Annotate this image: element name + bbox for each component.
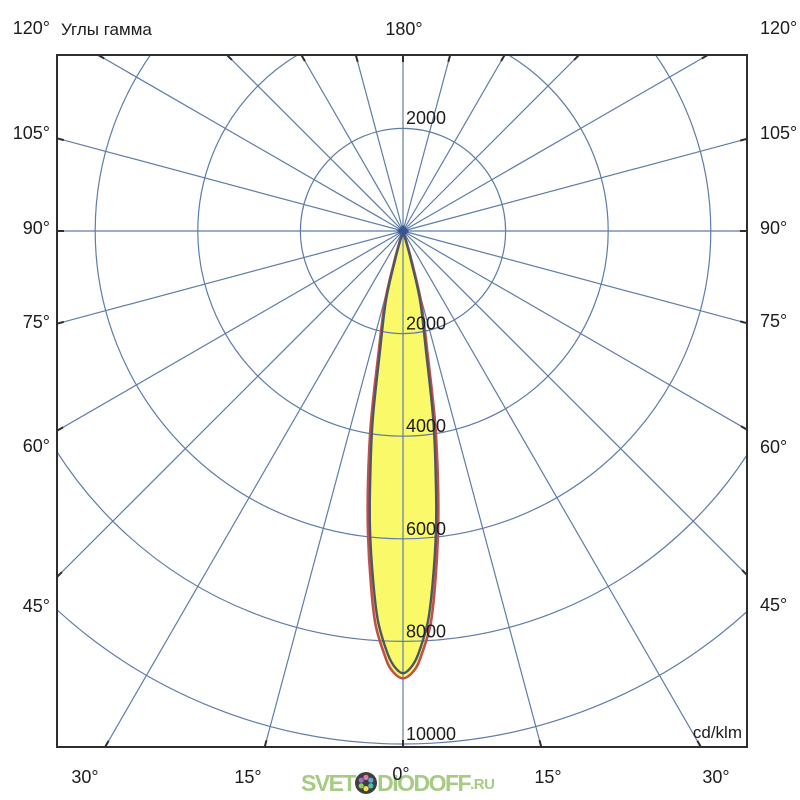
ray-tick (739, 137, 748, 142)
center-marker (397, 225, 409, 237)
gamma-label-left: 60° (23, 436, 50, 456)
ray-tick (56, 320, 65, 325)
watermark-text-right: DIODOFF (377, 770, 472, 796)
gamma-ray (57, 230, 404, 325)
gamma-ray (402, 55, 709, 232)
ray-tick (56, 137, 65, 142)
gamma-ray (97, 55, 404, 232)
ray-tick (56, 571, 63, 578)
gamma-label-bottom: 15° (534, 767, 561, 787)
ray-tick (500, 54, 506, 62)
gamma-label-left: 105° (13, 123, 50, 143)
ray-tick (354, 54, 359, 63)
ray-tick (696, 740, 702, 748)
radial-tick-label: 6000 (406, 519, 446, 539)
gamma-ray (104, 230, 404, 747)
ray-tick (300, 54, 306, 62)
ray-tick (56, 426, 64, 432)
ray-tick (701, 54, 709, 60)
logo-dot (368, 783, 374, 789)
gamma-ray (402, 55, 580, 232)
watermark-text-left: SVET (301, 770, 357, 796)
gamma-label-left: 45° (23, 596, 50, 616)
gamma-ray (402, 138, 747, 232)
logo-dot (363, 774, 369, 780)
watermark-domain-suffix: .RU (470, 776, 495, 793)
ray-tick (104, 740, 110, 748)
logo-dot (358, 783, 364, 789)
gamma-label-right: 105° (760, 123, 797, 143)
gamma-label-right: 120° (760, 18, 797, 38)
logo-dot (358, 777, 364, 783)
gamma-ray (57, 137, 404, 232)
ray-tick (538, 739, 543, 748)
gamma-label-bottom: 30° (71, 767, 98, 787)
border-ticks (56, 54, 748, 748)
led-logo-icon (355, 772, 378, 794)
ray-tick (739, 320, 748, 325)
logo-dot (368, 777, 374, 783)
gamma-ray (402, 230, 542, 747)
gamma-ray (402, 230, 702, 747)
ray-tick (263, 739, 268, 748)
radial-tick-label: 8000 (406, 621, 446, 641)
unit-label: cd/klm (693, 723, 742, 742)
ray-tick (447, 54, 452, 63)
gamma-ray (57, 230, 404, 432)
watermark: SVET DIODOFF .RU (301, 770, 495, 796)
ray-tick (573, 54, 580, 61)
gamma-ray (300, 55, 404, 232)
gamma-label-right: 45° (760, 595, 787, 615)
gamma-label-top: 180° (385, 19, 422, 39)
gamma-label-bottom: 15° (234, 767, 261, 787)
beam-curve-c90 (368, 226, 438, 675)
logo-dot (363, 786, 369, 792)
gamma-ray (402, 230, 747, 324)
gamma-label-right: 60° (760, 437, 787, 457)
gamma-label-right: 75° (760, 311, 787, 331)
gamma-ray (402, 55, 506, 232)
gamma-ray (402, 55, 451, 232)
gamma-label-left: 90° (23, 218, 50, 238)
gamma-label-right: 90° (760, 218, 787, 238)
radial-tick-label: 2000 (406, 108, 446, 128)
chart-title: Углы гамма (61, 20, 152, 39)
ray-tick (97, 54, 105, 60)
gamma-label-left: 75° (23, 312, 50, 332)
gamma-label-bottom: 30° (702, 767, 729, 787)
gamma-ray (402, 230, 747, 576)
ray-tick (741, 569, 748, 576)
gamma-ray (264, 230, 404, 747)
ray-tick (740, 425, 748, 431)
gamma-ray (355, 55, 404, 232)
ray-tick (226, 54, 233, 61)
radial-tick-label: 4000 (406, 416, 446, 436)
logo-circle (355, 772, 378, 794)
gamma-label-bottom: 0° (392, 764, 409, 784)
gamma-ray (402, 230, 747, 431)
gamma-label-left: 120° (13, 18, 50, 38)
gamma-ray (226, 55, 404, 232)
radial-tick-label: 10000 (406, 724, 456, 744)
radial-tick-label: 2000 (406, 314, 446, 334)
gamma-ray (57, 230, 404, 578)
